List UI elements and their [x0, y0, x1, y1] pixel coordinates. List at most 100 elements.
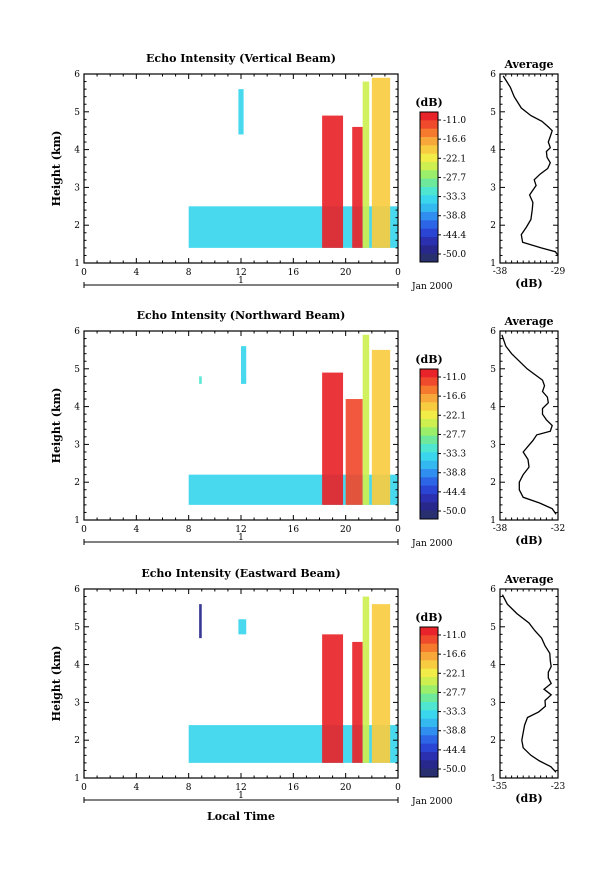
heatmap-xtick-label: 0	[395, 268, 401, 278]
colorbar-swatch	[420, 727, 438, 736]
echo-cell	[238, 89, 244, 135]
colorbar-swatch	[420, 752, 438, 761]
echo-cell	[362, 596, 370, 763]
average-ytick-label: 3	[490, 698, 496, 708]
heatmap-title: Echo Intensity (Vertical Beam)	[146, 52, 336, 65]
colorbar-swatch	[420, 485, 438, 495]
colorbar-swatch	[420, 419, 438, 428]
colorbar-label: -44.4	[443, 231, 466, 241]
colorbar-swatch	[420, 760, 438, 770]
heatmap-xtick-label: 20	[340, 525, 352, 535]
echo-cell	[322, 372, 344, 505]
heatmap-xtick-label: 8	[186, 783, 192, 793]
average-panel-1: Average 1 2 3 4 5 6 -38 -29 (dB)	[490, 58, 565, 290]
colorbar-swatch	[420, 178, 438, 188]
colorbar-swatch	[420, 627, 438, 636]
average-ytick-label: 1	[490, 774, 496, 784]
average-xtick-label: -35	[493, 782, 508, 792]
heatmap-panel-2: Echo Intensity (Northward Beam)0 4 8 12 16 20…	[50, 309, 453, 549]
heatmap-ytick-label: 1	[74, 516, 80, 526]
colorbar-frame	[419, 111, 439, 263]
plot-frame	[499, 588, 559, 779]
heatmap-xtick-label: 0	[81, 525, 87, 535]
heatmap-xtick-label: 20	[340, 268, 352, 278]
heatmap-ytick-label: 2	[74, 221, 80, 231]
average-xlabel: (dB)	[515, 792, 542, 805]
heatmap-xtick-label: 20	[340, 783, 352, 793]
colorbar-swatch	[420, 677, 438, 686]
heatmap-xtick-label: 16	[288, 268, 300, 278]
colorbar-label: -22.1	[443, 154, 466, 164]
colorbar-swatch	[420, 668, 438, 678]
echo-cell	[352, 641, 363, 763]
colorbar-swatch	[420, 427, 438, 437]
colorbar-swatch	[420, 228, 438, 238]
average-ytick-label: 3	[490, 440, 496, 450]
average-xtick-label: -29	[551, 267, 566, 277]
day-label: 1	[238, 533, 244, 543]
colorbar-swatch	[420, 385, 438, 395]
heatmap-ytick-label: 4	[74, 403, 80, 413]
heatmap-panel-3: Echo Intensity (Eastward Beam)0 4 8 12 16 20 0…	[50, 567, 453, 823]
colorbar-label: -16.6	[443, 392, 466, 402]
heatmap-xtick-label: 0	[395, 525, 401, 535]
colorbar-swatch	[420, 510, 438, 520]
average-title: Average	[503, 58, 553, 71]
average-xlabel: (dB)	[515, 277, 542, 290]
colorbar-label: -16.6	[443, 650, 466, 660]
average-title: Average	[503, 573, 553, 586]
plot-frame	[499, 330, 559, 521]
day-label: 1	[238, 276, 244, 286]
heatmap-ytick-label: 6	[74, 585, 80, 595]
colorbar-label: -33.3	[443, 193, 466, 203]
colorbar-swatch	[420, 702, 438, 711]
colorbar-swatch	[420, 477, 438, 487]
heatmap-ytick-label: 5	[74, 365, 80, 375]
average-xlabel: (dB)	[515, 534, 542, 547]
echo-cell	[371, 604, 391, 763]
heatmap-xtick-label: 16	[288, 783, 300, 793]
colorbar-swatch	[420, 410, 438, 420]
heatmap-ytick-label: 3	[74, 183, 80, 193]
colorbar-label: -27.7	[443, 173, 466, 183]
colorbar-swatch	[420, 660, 438, 670]
average-xtick-label: -38	[493, 267, 508, 277]
colorbar-1: (dB)-11.0 -16.6 -22.1 -27.7 -33.3 -38.8 -44.4 -…	[415, 96, 466, 263]
average-title: Average	[503, 315, 553, 328]
colorbar-swatch	[420, 460, 438, 470]
average-ytick-label: 4	[490, 146, 496, 156]
colorbar-swatch	[420, 153, 438, 163]
average-xtick-label: -23	[551, 782, 566, 792]
average-ytick-label: 6	[490, 327, 496, 337]
colorbar-unit: (dB)	[415, 353, 442, 366]
echo-cell	[362, 334, 370, 505]
colorbar-swatch	[420, 469, 438, 478]
average-ytick-label: 6	[490, 70, 496, 80]
colorbar-label: -44.4	[443, 488, 466, 498]
colorbar-label: -38.8	[443, 212, 466, 222]
colorbar-2: (dB)-11.0 -16.6 -22.1 -27.7 -33.3 -38.8 -44.4 -…	[415, 353, 466, 520]
heatmap-ytick-label: 4	[74, 146, 80, 156]
heatmap-ylabel: Height (km)	[50, 646, 63, 722]
colorbar-label: -50.0	[443, 507, 466, 517]
heatmap-xtick-label: 0	[395, 783, 401, 793]
heatmap-xtick-label: 12	[235, 783, 246, 793]
colorbar-frame	[419, 626, 439, 778]
colorbar-swatch	[420, 220, 438, 230]
colorbar-swatch	[420, 162, 438, 171]
colorbar-label: -38.8	[443, 727, 466, 737]
average-ytick-label: 5	[490, 623, 496, 633]
average-xtick-label: -32	[551, 524, 566, 534]
average-ytick-label: 5	[490, 108, 496, 118]
colorbar-label: -11.0	[443, 373, 466, 383]
average-ytick-label: 2	[490, 221, 496, 231]
colorbar-swatch	[420, 444, 438, 453]
colorbar-swatch	[420, 402, 438, 412]
colorbar-swatch	[420, 652, 438, 661]
average-xtick-label: -38	[493, 524, 508, 534]
colorbar-label: -22.1	[443, 669, 466, 679]
heatmap-ytick-label: 3	[74, 698, 80, 708]
average-panel-2: Average 1 2 3 4 5 6 -38 -32 (dB)	[490, 315, 565, 547]
heatmap-xtick-label: 4	[133, 268, 139, 278]
